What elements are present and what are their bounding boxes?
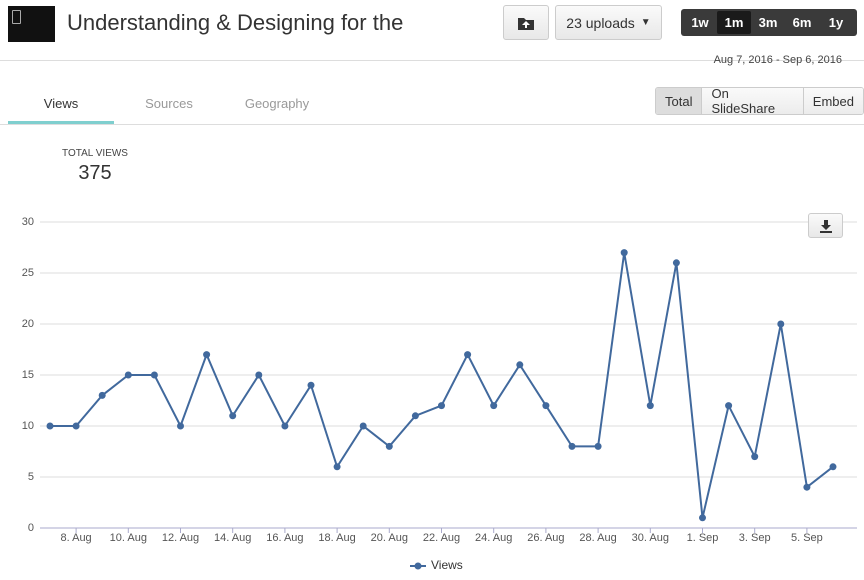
y-tick-label: 15 — [22, 369, 34, 381]
uploads-label: 23 uploads — [566, 14, 635, 31]
point — [672, 259, 680, 267]
x-tick-label: 1. Sep — [687, 532, 719, 544]
point — [411, 412, 419, 420]
point — [438, 402, 445, 410]
tab[interactable]: Views — [43, 96, 79, 111]
point — [464, 351, 472, 359]
date-range: Aug 7, 2016 - Sep 6, 2016 — [713, 54, 842, 66]
x-tick-label: 30. Aug — [632, 532, 669, 544]
legend-marker — [414, 562, 422, 570]
y-tick-label: 5 — [28, 471, 34, 483]
x-tick-label: 10. Aug — [110, 532, 147, 544]
point — [516, 361, 524, 369]
tab[interactable]: Sources — [145, 96, 193, 111]
point — [72, 422, 80, 430]
x-tick-label: 22. Aug — [423, 532, 460, 544]
deck-title: Understanding & Designing for the — [67, 10, 404, 35]
point — [646, 402, 654, 410]
point — [359, 422, 367, 430]
x-tick-label: 3. Sep — [739, 532, 771, 544]
x-tick-label: 16. Aug — [266, 532, 303, 544]
point — [777, 320, 785, 328]
point — [177, 422, 184, 430]
point — [307, 381, 315, 389]
legend-label: Views — [431, 558, 463, 572]
x-tick-label: 14. Aug — [214, 532, 251, 544]
divider — [0, 60, 864, 61]
point — [46, 422, 54, 430]
point — [98, 391, 106, 399]
upload-button[interactable] — [503, 5, 549, 40]
point — [281, 422, 289, 430]
point — [594, 442, 602, 450]
point — [568, 442, 576, 450]
upload-icon — [518, 17, 534, 30]
point — [385, 442, 393, 450]
x-tick-label: 8. Aug — [60, 532, 91, 544]
uploads-dropdown[interactable]: 23 uploads ▼ — [555, 5, 662, 40]
y-tick-label: 0 — [28, 522, 34, 534]
point — [751, 453, 759, 461]
y-tick-label: 10 — [22, 420, 34, 432]
download-button[interactable] — [808, 213, 843, 238]
x-tick-label: 24. Aug — [475, 532, 512, 544]
x-tick-label: 18. Aug — [318, 532, 355, 544]
thumbnail[interactable] — [8, 6, 55, 42]
point — [803, 483, 811, 491]
download-icon — [819, 219, 832, 233]
tab[interactable]: Geography — [244, 96, 310, 111]
total-views-value: 375 — [78, 162, 112, 184]
view-button[interactable]: Total — [656, 88, 702, 114]
point — [150, 371, 158, 379]
point — [699, 514, 706, 522]
point — [620, 249, 628, 257]
view-button[interactable]: On SlideShare — [701, 88, 803, 114]
range-button[interactable]: 3m — [758, 15, 778, 30]
point — [229, 412, 237, 420]
tab-underline — [8, 121, 114, 124]
x-tick-label: 12. Aug — [162, 532, 199, 544]
series-line — [50, 252, 834, 519]
x-tick-label: 5. Sep — [791, 532, 823, 544]
range-button[interactable]: 6m — [792, 15, 812, 30]
total-views-label: TOTAL VIEWS — [62, 148, 128, 159]
y-tick-label: 25 — [22, 267, 34, 279]
view-buttons: Total On SlideShare Embed — [655, 87, 864, 115]
range-selector: 1w 1m 3m 6m 1y — [681, 9, 857, 36]
divider — [0, 124, 864, 125]
y-tick-label: 30 — [22, 216, 34, 228]
point — [124, 371, 132, 379]
point — [542, 402, 550, 410]
x-tick-label: 28. Aug — [579, 532, 616, 544]
point — [333, 463, 341, 471]
point — [829, 463, 837, 471]
range-button[interactable]: 1m — [717, 11, 751, 34]
x-tick-label: 26. Aug — [527, 532, 564, 544]
range-button[interactable]: 1w — [691, 15, 709, 30]
point — [255, 371, 263, 379]
range-button[interactable]: 1y — [828, 15, 844, 30]
point — [203, 351, 211, 359]
y-tick-label: 20 — [22, 318, 34, 330]
x-tick-label: 20. Aug — [371, 532, 408, 544]
view-button[interactable]: Embed — [802, 88, 863, 114]
point — [725, 402, 733, 410]
point — [490, 402, 498, 410]
